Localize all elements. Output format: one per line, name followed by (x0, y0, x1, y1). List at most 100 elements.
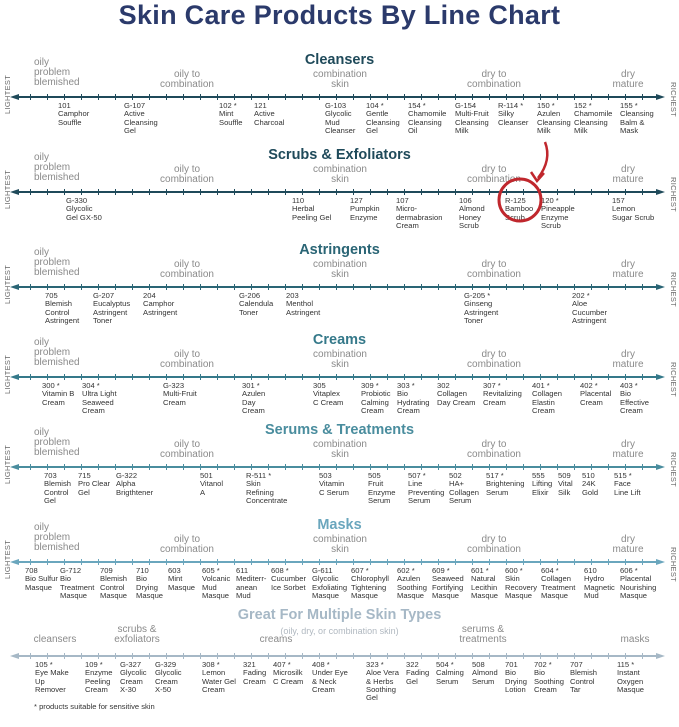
product-name: Line Preventing Serum (408, 479, 445, 505)
product-name: Revitalizing Cream (483, 389, 522, 407)
product-label: 710 Bio Drying Masque (136, 566, 164, 600)
richest-label: RICHEST (669, 547, 678, 583)
product-label: 502 HA+ Collagen Serum (449, 471, 479, 505)
product-label: G-154 Multi-Fruit Cleansing Milk (455, 101, 489, 135)
skin-type-label: dry to combination (467, 164, 521, 185)
product-code: 150 * (537, 101, 555, 110)
product-code: G-103 (325, 101, 347, 110)
product-label: G-107 Active Cleansing Gel (124, 101, 158, 135)
product-name: Ginseng Astringent Toner (464, 299, 499, 325)
product-name: Azulen Cleansing Milk (537, 109, 571, 135)
product-name: Fading Gel (406, 668, 430, 686)
product-label: 105 * Eye Make Up Remover (35, 660, 69, 694)
product-label: 403 * Bio Effective Cream (620, 381, 649, 415)
axis-ticks (30, 464, 650, 470)
product-label: G-611 Glycolic Exfoliating Masque (312, 566, 347, 600)
axis-arrow-right (656, 464, 665, 470)
skin-type-label: oily to combination (160, 349, 214, 370)
section-3: Creams oily problem blemished oily to comb… (0, 330, 679, 425)
axis-arrow-left (10, 653, 19, 659)
product-name: Herbal Peeling Gel (292, 204, 332, 222)
product-code: 300 * (42, 381, 60, 390)
skin-type-label: dry to combination (467, 69, 521, 90)
product-code: 121 (254, 101, 267, 110)
product-code: 204 (143, 291, 156, 300)
product-name: Menthol Astringent (286, 299, 321, 317)
skin-type-label: dry mature (612, 69, 644, 90)
axis-arrow-left (10, 94, 19, 100)
product-label: 152 * Chamomile Cleansing Milk (574, 101, 612, 135)
product-name: Pumpkin Enzyme (350, 204, 380, 222)
skin-type-label: oily to combination (160, 69, 214, 90)
product-code: 127 (350, 196, 363, 205)
page-title: Skin Care Products By Line Chart (118, 0, 561, 30)
product-name: Skin Recovery Masque (505, 574, 538, 600)
skin-type-label: oily to combination (160, 259, 214, 280)
product-code: 709 (100, 566, 113, 575)
product-name: Under Eye & Neck Cream (312, 668, 348, 694)
product-code: 154 * (408, 101, 426, 110)
section-4: Serums & Treatments oily problem blemishe… (0, 420, 679, 515)
axis-arrow-left (10, 464, 19, 470)
product-name: Glycolic Cream X-30 (120, 668, 147, 694)
product-name: Lemon Sugar Scrub (612, 204, 655, 222)
product-label: 606 * Placental Nourishing Masque (620, 566, 656, 600)
product-name: Skin Refining Concentrate (246, 479, 288, 505)
product-name: Vitamin C Serum (319, 479, 349, 497)
product-code: 309 * (361, 381, 379, 390)
product-label: G-712 Bio Treatment Masque (60, 566, 94, 600)
product-label: 517 * Brightening Serum (486, 471, 524, 497)
skin-type-label: combination skin (313, 164, 367, 185)
product-code: 505 (368, 471, 381, 480)
product-label: 505 Fruit Enzyme Serum (368, 471, 395, 505)
axis-ticks (30, 189, 650, 195)
skin-type-label: oily problem blemished (34, 522, 80, 553)
product-code: 710 (136, 566, 149, 575)
product-name: Bio Drying Masque (136, 574, 164, 600)
product-name: Chlorophyll Tightening Masque (351, 574, 389, 600)
product-label: G-322 Alpha Brigthtener (116, 471, 153, 497)
product-name: Bio Drying Lotion (505, 668, 527, 694)
product-label: 715 Pro Clear Gel (78, 471, 110, 497)
product-label: G-330 Glycolic Gel GX-50 (66, 196, 102, 222)
product-code: 115 * (617, 660, 635, 669)
product-name: Face Line Lift (614, 479, 641, 497)
product-name: Eye Make Up Remover (35, 668, 69, 694)
product-name: Glycolic Gel GX-50 (66, 204, 102, 222)
product-code: 604 * (541, 566, 559, 575)
product-label: 605 * Volcanic Mud Masque (202, 566, 230, 600)
product-label: 401 * Collagen Elastin Cream (532, 381, 562, 415)
product-label: 708 Bio Sulfur Masque (25, 566, 58, 592)
product-code: 323 * (366, 660, 384, 669)
product-label: 301 * Azulen Day Cream (242, 381, 265, 415)
product-name: Lifting Elixir (532, 479, 553, 497)
product-name: Active Charcoal (254, 109, 285, 127)
skin-type-label: oily problem blemished (34, 337, 80, 368)
product-code: 703 (44, 471, 57, 480)
product-name: Micro- dermabrasion Cream (396, 204, 443, 230)
richest-label: RICHEST (669, 177, 678, 213)
product-label: 155 * Cleansing Balm & Mask (620, 101, 654, 135)
product-code: 600 * (505, 566, 523, 575)
axis-ticks (30, 374, 650, 380)
product-name: Multi-Fruit Cream (163, 389, 197, 407)
section-2: Astringents oily problem blemished oily to… (0, 240, 679, 335)
product-code: G-207 (93, 291, 115, 300)
axis-arrow-right (656, 559, 665, 565)
product-code: 555 (532, 471, 545, 480)
product-name: Mediterr- anean Mud (236, 574, 267, 600)
product-label: 203 Menthol Astringent (286, 291, 321, 317)
product-name: Bio Soothing Cream (534, 668, 564, 694)
product-code: 301 * (242, 381, 260, 390)
skin-type-label: oily problem blemished (34, 57, 80, 88)
product-code: 155 * (620, 101, 638, 110)
product-name: Camphor Souffle (58, 109, 90, 127)
skin-type-label: dry mature (612, 534, 644, 555)
product-label: 154 * Chamomile Cleansing Oil (408, 101, 446, 135)
section-title: Scrubs & Exfoliators (268, 147, 411, 163)
product-code: 702 * (534, 660, 552, 669)
product-code: 707 (570, 660, 583, 669)
axis-arrow-right (656, 284, 665, 290)
product-label: 121 Active Charcoal (254, 101, 285, 127)
skin-type-label: oily problem blemished (34, 427, 80, 458)
